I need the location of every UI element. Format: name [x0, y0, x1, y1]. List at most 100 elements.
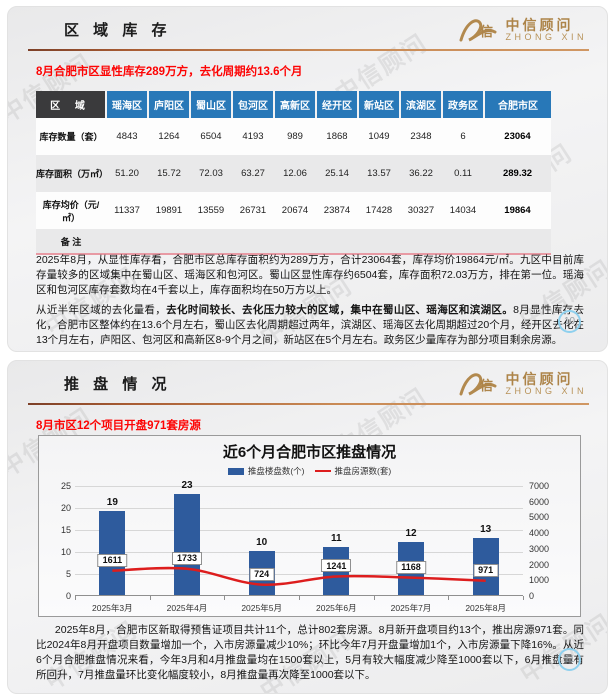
left-axis-label: 0 — [65, 591, 71, 601]
slide-regional-inventory: 中信顾问 中信顾问 中信顾问 中信顾问 中信顾问 中信顾问 中信顾问 区 域 库 存 信 中… — [7, 6, 608, 352]
table-cell: 11337 — [114, 205, 140, 216]
table-cell: 2348 — [410, 131, 432, 142]
line-value-label: 724 — [249, 567, 275, 581]
left-axis-label: 5 — [65, 569, 71, 579]
gridline — [75, 552, 523, 553]
axis-tick — [299, 596, 300, 600]
table-cell — [274, 229, 316, 254]
right-axis-label: 5000 — [529, 512, 550, 523]
table-cell: 4193 — [242, 131, 264, 142]
gridline — [75, 530, 523, 531]
bar-value-label: 12 — [405, 528, 417, 540]
table-cell: 36.22 — [409, 168, 433, 179]
table-column-header: 合肥市区 — [483, 91, 551, 118]
bar-value-label: 23 — [181, 479, 193, 491]
table-cell: 12.06 — [283, 168, 307, 179]
axis-tick — [224, 596, 226, 600]
table-column-header: 瑶海区 — [105, 91, 148, 118]
table-cell: 19891 — [155, 205, 183, 216]
zhongxin-logo-icon: 信 — [459, 19, 497, 42]
slide1-key-finding: 8月合肥市区显性库存289万方，去化周期约13.6个月 — [36, 66, 303, 78]
analysis-paragraph: 2025年8月，从显性库存看，合肥市区总库存面积约为289万方，合计23064套… — [36, 254, 584, 296]
right-axis-label: 4000 — [529, 528, 550, 539]
slide2-key-finding: 8月市区12个项目开盘971套房源 — [36, 420, 201, 432]
table-cell: 14034 — [449, 205, 477, 216]
table-row: 库存面积（万㎡） 51.20 15.72 72.03 63.27 12.06 25.14 13… — [36, 155, 551, 192]
table-cell — [316, 229, 358, 254]
table-cell: 15.72 — [157, 168, 181, 179]
right-axis-label: 6000 — [529, 496, 550, 507]
table-row-label: 库存数量（套） — [39, 132, 103, 142]
table-row-label: 备 注 — [60, 236, 82, 247]
table-cell — [190, 229, 232, 254]
table-column-header: 新站区 — [357, 91, 400, 118]
svg-text:信: 信 — [480, 378, 493, 393]
x-axis-label: 2025年8月 — [465, 603, 506, 613]
bar-2025年4月 — [174, 493, 200, 595]
table-cell: 26731 — [239, 205, 267, 216]
right-axis-label: 0 — [529, 591, 535, 601]
left-axis-label: 10 — [60, 547, 71, 557]
table-column-header: 经开区 — [315, 91, 358, 118]
line-legend-swatch — [314, 469, 331, 473]
table-row: 库存均价（元/㎡） 11337 19891 13559 26731 20674 23874 1… — [36, 192, 551, 229]
table-cell — [232, 229, 274, 254]
table-cell: 17428 — [365, 205, 393, 216]
slide2-analysis: 2025年8月，合肥市区新取得预售证项目共计11个，总计802套房源。8月新开盘… — [36, 624, 584, 681]
table-cell: 25.14 — [325, 168, 349, 179]
chart-title: 近6个月合肥市区推盘情况 — [222, 444, 397, 461]
table-cell — [484, 229, 551, 254]
table-corner-header: 区 域 — [36, 91, 106, 118]
line-value-label: 1733 — [171, 551, 203, 565]
launch-chart: 近6个月合肥市区推盘情况 推盘楼盘数(个) 推盘房源数(套) 19 23 10 11 1… — [38, 435, 581, 617]
chart-plot-area: 19 23 10 11 12 13 1611 1733 724 1241 1168 971 — [75, 480, 524, 600]
bar-value-label: 11 — [331, 532, 342, 544]
left-axis-label: 20 — [60, 503, 71, 513]
line-series — [112, 566, 486, 586]
right-axis-label: 3000 — [529, 543, 550, 554]
x-axis-label: 2025年5月 — [241, 603, 282, 613]
left-axis-label: 15 — [60, 525, 71, 535]
table-row-label: 库存面积（万㎡） — [36, 169, 109, 179]
x-axis-label: 2025年7月 — [390, 603, 432, 613]
page-number-badge: 10 — [558, 310, 581, 333]
inventory-table: 区 域瑶海区 庐阳区 蜀山区 包河区 高新区 经开区 新站区 滨湖区 政务区 合肥市区 库存数量（套… — [36, 91, 551, 255]
table-column-header: 包河区 — [231, 91, 274, 118]
table-row-label: 库存均价（元/㎡） — [42, 199, 100, 223]
table-cell: 1049 — [368, 131, 390, 142]
bar-2025年3月 — [99, 511, 126, 595]
table-cell: 1868 — [326, 131, 348, 142]
x-axis-line — [75, 595, 523, 596]
right-axis-label: 7000 — [529, 481, 550, 491]
svg-text:信: 信 — [480, 24, 493, 39]
table-cell: 289.32 — [502, 168, 533, 179]
bar-value-label: 13 — [480, 523, 492, 535]
table-column-header: 蜀山区 — [189, 91, 232, 118]
x-axis-label: 2025年6月 — [316, 603, 357, 613]
axis-tick — [75, 596, 76, 600]
title-underline — [28, 49, 589, 51]
table-cell: 6504 — [200, 131, 222, 142]
logo-text-en: ZHONG XIN — [505, 31, 587, 42]
table-cell — [148, 229, 190, 254]
table-cell: 19864 — [504, 205, 531, 216]
table-column-header: 高新区 — [273, 91, 316, 118]
logo-text-cn: 中信顾问 — [505, 370, 574, 387]
zhongxin-logo: 信 中信顾问 ZHONG XIN — [457, 15, 587, 45]
chart-legend: 推盘楼盘数(个) 推盘房源数(套) — [39, 465, 580, 477]
table-cell: 20674 — [281, 205, 309, 216]
table-row: 备 注 — [36, 229, 551, 254]
table-column-header: 政务区 — [441, 91, 484, 118]
table-column-header: 庐阳区 — [147, 91, 190, 118]
table-cell — [106, 229, 148, 254]
logo-text-cn: 中信顾问 — [505, 16, 574, 33]
line-value-label: 1168 — [396, 560, 426, 574]
legend-item-bars: 推盘楼盘数(个) — [227, 465, 305, 477]
slide1-analysis: 2025年8月，从显性库存看，合肥市区总库存面积约为289万方，合计23064套… — [36, 253, 584, 351]
page-number-badge: 11 — [558, 648, 581, 671]
bar-value-label: 10 — [256, 537, 268, 548]
axis-tick — [373, 596, 375, 600]
logo-text-en: ZHONG XIN — [505, 385, 587, 396]
gridline — [75, 574, 523, 575]
